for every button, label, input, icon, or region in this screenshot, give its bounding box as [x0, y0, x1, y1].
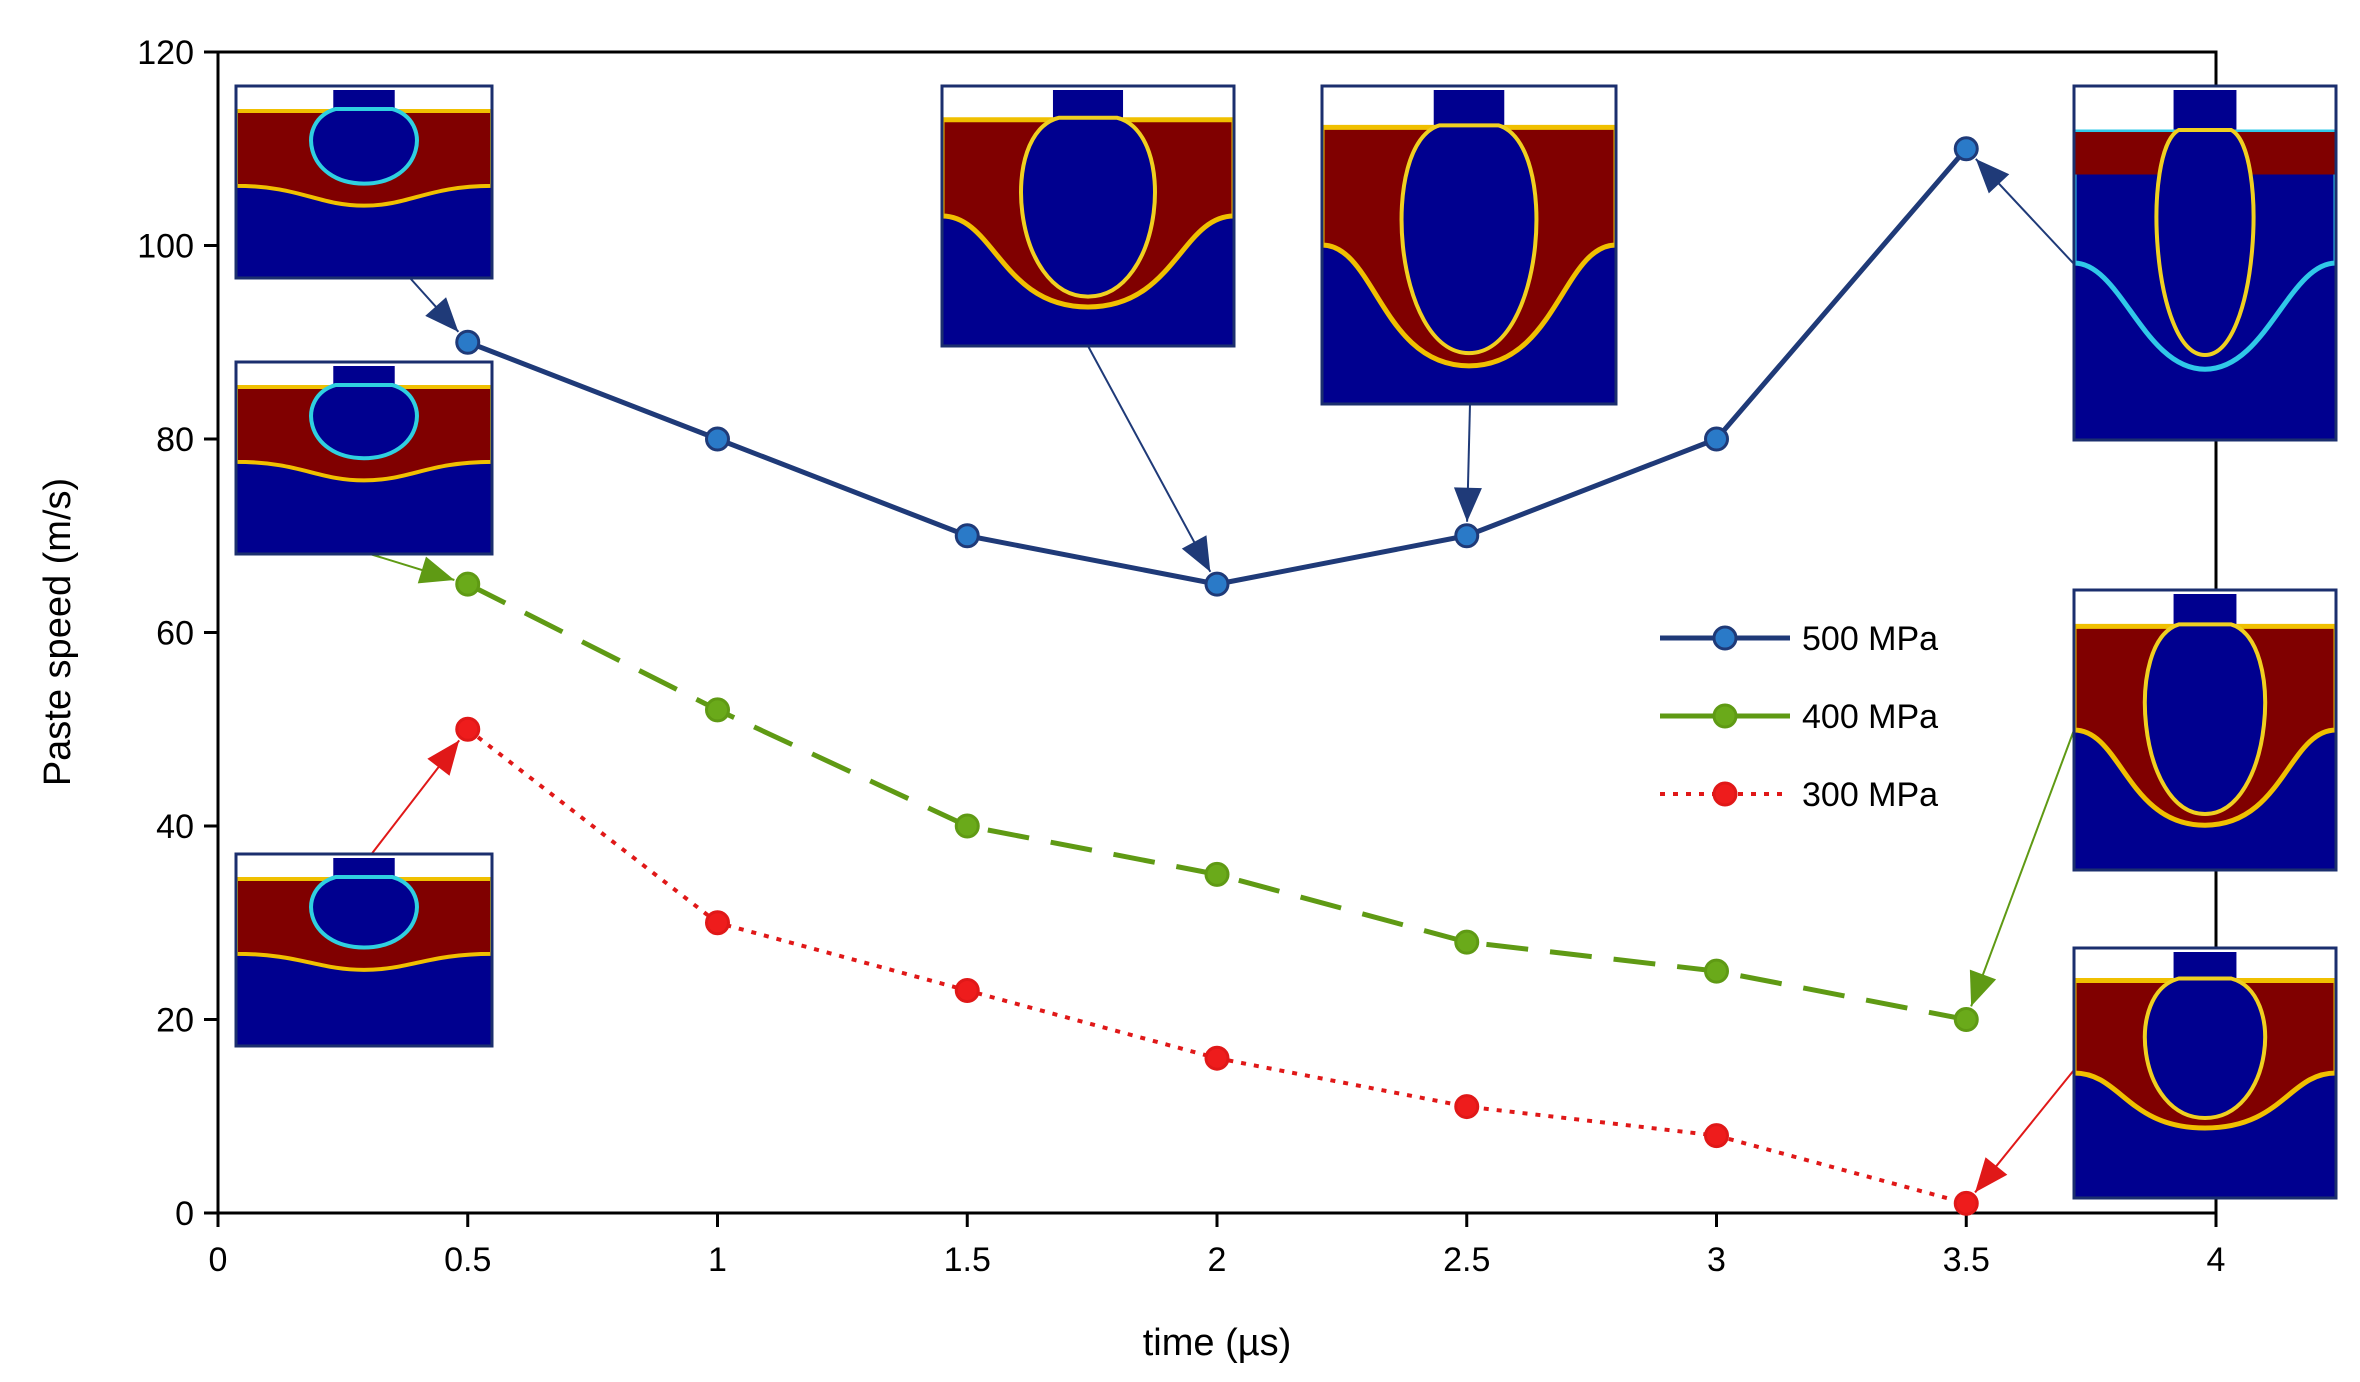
legend: 500 MPa 400 MPa 300 MPa [1660, 620, 1938, 814]
series-line-2 [466, 727, 1967, 1206]
x-tick-label: 1 [708, 1241, 727, 1279]
x-tick-label: 2.5 [1443, 1241, 1490, 1279]
data-point [1704, 426, 1729, 452]
y-tick-label: 60 [156, 615, 194, 653]
arrow-head [427, 740, 460, 776]
inset-500-t0.5 [234, 84, 494, 280]
arrow-head [1975, 158, 2010, 194]
inset-500-t2 [940, 84, 1236, 348]
legend-label: 300 MPa [1802, 776, 1938, 814]
x-tick-label: 3.5 [1943, 1241, 1990, 1279]
y-tick-label: 100 [137, 228, 194, 266]
marker-layer [455, 136, 1979, 1216]
inset-300-t3.5 [2072, 946, 2338, 1200]
y-tick-label: 40 [156, 808, 194, 846]
y-axis: 0 20 40 60 80 100 120 [137, 34, 218, 1233]
data-point [1704, 1123, 1729, 1149]
arrow-head [1181, 535, 1211, 572]
y-tick-label: 20 [156, 1002, 194, 1040]
inset-400-t3.5 [2072, 588, 2338, 872]
inset-500-t2.5 [1320, 84, 1618, 406]
y-axis-title: Paste speed (m/s) [37, 478, 79, 786]
data-point [1454, 929, 1480, 955]
y-tick-label: 80 [156, 421, 194, 459]
legend-marker [1712, 625, 1738, 651]
x-tick-label: 1.5 [944, 1241, 991, 1279]
data-point [1204, 1045, 1230, 1071]
x-axis-title: time (µs) [1143, 1322, 1292, 1364]
data-point [705, 426, 730, 452]
data-point [455, 329, 481, 355]
legend-label: 500 MPa [1802, 620, 1938, 658]
arrow-head [425, 297, 459, 332]
data-point [1953, 1007, 1979, 1032]
x-axis: 0 0.5 1 1.5 2 2.5 3 3.5 4 [209, 1213, 2226, 1279]
inset-400-t0.5 [234, 360, 494, 556]
data-point [705, 910, 730, 936]
data-point [954, 977, 980, 1003]
legend-marker [1712, 781, 1738, 807]
data-point [1204, 861, 1230, 887]
data-point [1953, 136, 1979, 162]
data-point [705, 697, 730, 723]
inset-layer [234, 84, 2338, 1200]
data-point [954, 813, 980, 839]
x-tick-label: 2 [1208, 1241, 1227, 1279]
arrow-head [1975, 1157, 2008, 1193]
x-tick-label: 4 [2207, 1241, 2226, 1279]
arrow-line [1087, 345, 1212, 573]
arrow-layer [369, 158, 2075, 1194]
x-tick-label: 0.5 [444, 1241, 491, 1279]
data-point [1454, 1094, 1480, 1120]
data-point [1204, 571, 1230, 597]
data-point [1454, 523, 1480, 549]
arrow-head [1969, 969, 1997, 1007]
x-tick-label: 3 [1707, 1241, 1726, 1279]
x-tick-label: 0 [209, 1241, 228, 1279]
data-point [954, 523, 980, 549]
series-line-1 [466, 581, 1967, 1022]
legend-label: 400 MPa [1802, 698, 1938, 736]
inset-500-t3.5 [2072, 84, 2338, 442]
arrow-head [417, 556, 455, 584]
legend-marker [1712, 703, 1738, 729]
arrow-head [1453, 487, 1482, 522]
y-tick-label: 0 [175, 1195, 194, 1233]
data-point [1953, 1190, 1979, 1216]
data-point [455, 571, 481, 597]
data-point [1704, 958, 1729, 984]
inset-300-t0.5 [234, 852, 494, 1048]
data-point [455, 716, 481, 742]
y-tick-label: 120 [137, 34, 194, 72]
arrow-line [1970, 729, 2075, 1007]
